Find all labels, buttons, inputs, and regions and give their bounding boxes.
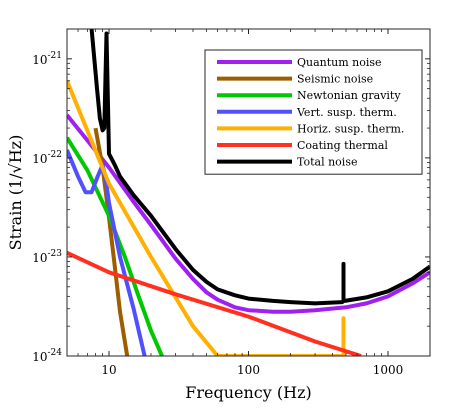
series-line-quantum-noise	[67, 113, 430, 314]
legend: Quantum noise Seismic noise Newtonian grav…	[204, 49, 423, 175]
y-tick-label: 10-21	[32, 51, 62, 67]
legend-label: Newtonian gravity	[297, 89, 401, 102]
legend-label: Vert. susp. therm.	[296, 106, 397, 119]
series-line-total-noise	[89, 29, 430, 306]
y-tick-label: 10-23	[32, 249, 62, 265]
x-tick-label: 10	[101, 363, 116, 377]
legend-label: Horiz. susp. therm.	[297, 122, 404, 135]
plot-frame	[66, 28, 431, 357]
x-axis-title: Frequency (Hz)	[185, 383, 312, 402]
x-tick-label: 1000	[373, 363, 404, 377]
series-line-coating-thermal	[67, 250, 362, 356]
legend-label: Quantum noise	[297, 56, 382, 69]
x-tick-label: 100	[237, 363, 260, 377]
legend-label: Seismic noise	[297, 73, 373, 86]
legend-label: Coating thermal	[297, 139, 388, 152]
series-layer	[67, 29, 430, 356]
y-tick-label: 10-24	[32, 348, 62, 364]
y-axis-title: Strain (1/√Hz)	[6, 135, 25, 251]
series-line-newtonian-gravity	[67, 136, 164, 356]
series-line-horiz-susp-therm	[67, 80, 346, 356]
legend-label: Total noise	[297, 156, 357, 169]
y-tick-label: 10-22	[32, 150, 62, 166]
